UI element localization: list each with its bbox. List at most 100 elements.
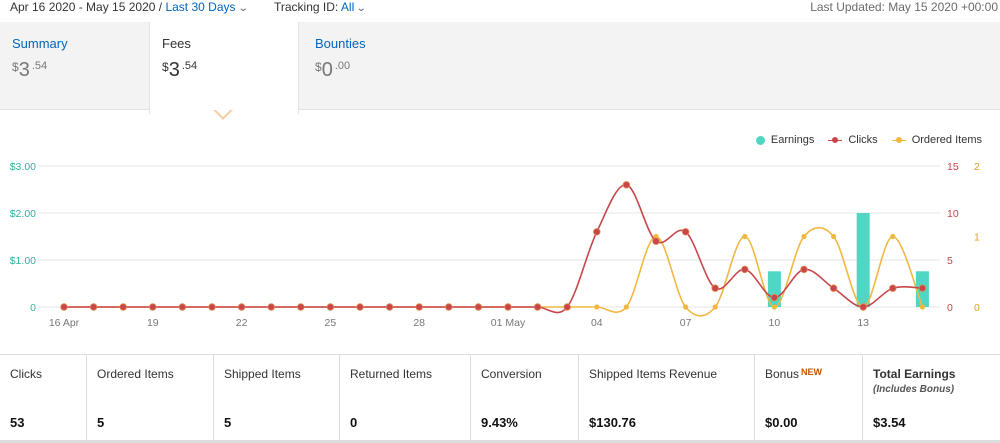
- clicks-point: [741, 265, 749, 274]
- stat-label: Clicks: [10, 367, 42, 381]
- stat-label: Total Earnings (Includes Bonus): [873, 367, 990, 395]
- stat-bonus: Bonus NEW $0.00: [755, 355, 863, 443]
- stats-row: Clicks 53 Ordered Items 5 Shipped Items …: [0, 354, 1000, 443]
- tab-summary[interactable]: Summary $3.54: [0, 22, 148, 110]
- clicks-swatch-icon: [828, 136, 843, 145]
- x-tick-label: 10: [769, 317, 781, 329]
- chart-legend: Earnings Clicks Ordered Items: [755, 134, 982, 146]
- divider: [0, 440, 1000, 443]
- clicks-point: [237, 303, 246, 311]
- stat-clicks: Clicks 53: [0, 355, 87, 443]
- tracking-id-selector[interactable]: Tracking ID: All ⌄: [274, 0, 367, 14]
- clicks-point: [178, 303, 187, 311]
- stat-note: (Includes Bonus): [873, 384, 955, 395]
- ordered-items-point: [919, 304, 926, 310]
- ordered-items-point: [890, 233, 896, 240]
- report-header: Apr 16 2020 - May 15 2020 / Last 30 Days…: [0, 0, 1000, 18]
- clicks-point: [208, 303, 216, 311]
- clicks-point: [60, 303, 68, 311]
- legend-earnings[interactable]: Earnings: [755, 134, 814, 146]
- tab-label: Fees: [162, 36, 191, 51]
- stat-returned-items: Returned Items 0: [340, 355, 471, 443]
- date-range-selector[interactable]: Apr 16 2020 - May 15 2020 / Last 30 Days…: [10, 0, 249, 14]
- clicks-point: [918, 284, 927, 292]
- clicks-point: [474, 303, 483, 311]
- ordered-items-point: [712, 304, 718, 310]
- stat-shipped-revenue: Shipped Items Revenue $130.76: [579, 355, 755, 443]
- stat-total-earnings: Total Earnings (Includes Bonus) $3.54: [863, 355, 1000, 443]
- clicks-point: [770, 293, 779, 302]
- stat-ordered-items: Ordered Items 5: [87, 355, 214, 443]
- y-left-tick-label: $2.00: [10, 208, 36, 220]
- clicks-point: [829, 284, 838, 292]
- tab-bounties[interactable]: Bounties $0.00: [303, 22, 453, 110]
- stat-label: Shipped Items Revenue: [589, 367, 718, 381]
- date-range-text: Apr 16 2020 - May 15 2020: [10, 0, 156, 14]
- tab-amount: $3.54: [162, 59, 198, 81]
- tab-label: Summary: [12, 36, 68, 51]
- clicks-point: [889, 284, 897, 292]
- ordered-items-point: [831, 233, 837, 240]
- chevron-down-icon[interactable]: ⌄: [237, 3, 249, 14]
- tab-fees[interactable]: Fees $3.54: [149, 22, 299, 114]
- clicks-point: [356, 303, 364, 311]
- chevron-down-icon[interactable]: ⌄: [356, 3, 367, 14]
- clicks-point: [711, 284, 719, 292]
- x-tick-label: 28: [413, 317, 425, 329]
- legend-clicks[interactable]: Clicks: [828, 134, 878, 146]
- y-mid-tick-label: 5: [947, 255, 953, 267]
- clicks-point: [445, 303, 453, 311]
- ordered-items-point: [771, 304, 778, 310]
- y-mid-tick-label: 0: [947, 302, 953, 314]
- legend-ordered-items[interactable]: Ordered Items: [891, 134, 982, 146]
- y-mid-tick-label: 15: [947, 161, 959, 173]
- x-tick-label: 04: [591, 317, 603, 329]
- active-tab-caret: [213, 109, 233, 120]
- y-right-tick-label: 0: [974, 302, 980, 314]
- tracking-value[interactable]: All: [340, 0, 355, 14]
- x-tick-label: 16 Apr: [49, 317, 80, 329]
- stat-shipped-items: Shipped Items 5: [214, 355, 340, 443]
- stat-label: Ordered Items: [97, 367, 174, 381]
- clicks-point: [326, 303, 335, 311]
- stat-value: 9.43%: [481, 415, 518, 430]
- y-right-tick-label: 1: [974, 232, 980, 244]
- stat-label: Shipped Items: [224, 367, 301, 381]
- stat-label: Conversion: [481, 367, 542, 381]
- y-left-tick-label: $3.00: [10, 161, 36, 173]
- stat-label: Returned Items: [350, 367, 433, 381]
- clicks-point: [652, 237, 660, 245]
- clicks-point: [385, 303, 394, 311]
- x-tick-label: 07: [680, 317, 692, 329]
- ordered-items-point: [683, 304, 689, 310]
- clicks-point: [859, 303, 867, 311]
- clicks-point: [593, 228, 601, 236]
- clicks-point: [800, 265, 808, 274]
- earnings-tabs: Summary $3.54 Fees $3.54 Bounties $0.00: [0, 22, 1000, 114]
- tab-label: Bounties: [315, 36, 366, 51]
- x-tick-label: 13: [857, 317, 869, 329]
- ordered-items-line: [64, 226, 924, 317]
- clicks-point: [415, 303, 423, 311]
- y-left-tick-label: $1.00: [10, 255, 36, 267]
- clicks-line: [64, 184, 923, 314]
- last-updated-text: Last Updated: May 15 2020 +00:00: [810, 0, 998, 14]
- stat-label: Bonus NEW: [765, 367, 823, 381]
- clicks-point: [622, 181, 631, 189]
- ordered-items-point: [801, 233, 807, 240]
- stat-value: $0.00: [765, 415, 798, 430]
- clicks-point: [681, 228, 690, 236]
- x-tick-label: 01 May: [491, 317, 526, 329]
- tab-amount: $3.54: [12, 59, 48, 81]
- stat-value: 5: [224, 415, 232, 430]
- x-tick-label: 22: [236, 317, 248, 329]
- earnings-chart: 0 $1.00 $2.00 $3.00 0 5 10 15 0 1 2 16 Apr 19 22 25 28 0…: [10, 161, 980, 329]
- range-preset-link[interactable]: Last 30 Days: [165, 0, 236, 14]
- y-left-tick-label: 0: [30, 302, 36, 314]
- stat-value: 0: [350, 415, 358, 430]
- earnings-swatch-icon: [755, 135, 765, 145]
- x-tick-label: 19: [147, 317, 159, 329]
- stat-value: $130.76: [589, 415, 636, 430]
- stat-conversion: Conversion 9.43%: [471, 355, 579, 443]
- clicks-point: [89, 303, 98, 311]
